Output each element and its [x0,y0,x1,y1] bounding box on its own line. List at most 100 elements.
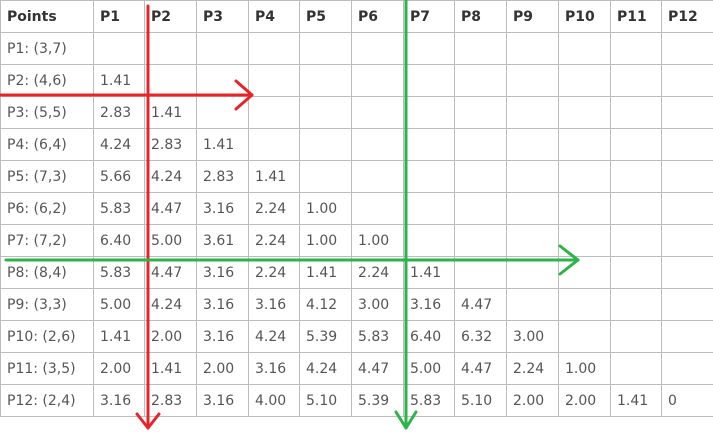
distance-cell: 3.16 [196,384,249,417]
distance-cell: 2.83 [196,160,249,193]
distance-cell [610,256,662,289]
header-p5: P5 [299,0,352,33]
header-p11: P11 [610,0,662,33]
row-label: P7: (7,2) [0,224,94,257]
distance-cell: 3.61 [196,224,249,257]
table-row: P9: (3,3) 5.00 4.24 3.16 3.16 4.12 3.00 3.16 4.4… [0,288,713,321]
header-p6: P6 [351,0,404,33]
distance-cell [661,192,713,225]
distance-cell: 4.47 [454,288,507,321]
table-row: P5: (7,3) 5.66 4.24 2.83 1.41 [0,160,713,193]
row-label: P10: (2,6) [0,320,94,353]
row-label: P8: (8,4) [0,256,94,289]
distance-cell: 4.24 [299,352,352,385]
distance-cell: 2.24 [248,224,300,257]
distance-cell [351,128,404,161]
distance-cell [248,64,300,97]
distance-cell: 2.83 [93,96,145,129]
header-p4: P4 [248,0,300,33]
distance-cell [506,96,559,129]
table-row: P1: (3,7) [0,32,713,65]
distance-cell: 2.00 [506,384,559,417]
distance-cell [558,128,611,161]
distance-cell [299,64,352,97]
row-label: P3: (5,5) [0,96,94,129]
distance-cell [506,160,559,193]
distance-cell [93,32,145,65]
distance-cell [248,32,300,65]
distance-cell: 2.83 [144,384,197,417]
distance-cell: 1.41 [248,160,300,193]
distance-cell [506,128,559,161]
distance-cell [403,96,455,129]
distance-cell: 2.24 [351,256,404,289]
distance-cell: 3.16 [93,384,145,417]
distance-cell: 5.83 [93,192,145,225]
distance-cell [454,224,507,257]
distance-cell [610,128,662,161]
distance-cell: 4.00 [248,384,300,417]
distance-cell: 1.41 [196,128,249,161]
distance-cell: 4.24 [144,288,197,321]
distance-cell [558,64,611,97]
distance-cell [506,288,559,321]
table-row: P12: (2,4) 3.16 2.83 3.16 4.00 5.10 5.39 5.83 5.… [0,384,713,417]
distance-cell: 1.41 [403,256,455,289]
distance-cell: 1.41 [610,384,662,417]
distance-cell: 2.24 [506,352,559,385]
distance-cell [610,192,662,225]
distance-cell [454,96,507,129]
distance-cell: 3.16 [196,256,249,289]
header-p7: P7 [403,0,455,33]
distance-cell: 3.16 [403,288,455,321]
distance-cell: 4.24 [93,128,145,161]
distance-cell [299,160,352,193]
row-label: P5: (7,3) [0,160,94,193]
distance-cell [144,32,197,65]
distance-cell: 2.00 [196,352,249,385]
distance-cell [661,256,713,289]
distance-cell: 4.24 [248,320,300,353]
distance-cell: 2.00 [558,384,611,417]
distance-cell: 1.00 [299,224,352,257]
distance-cell [661,32,713,65]
distance-cell [351,32,404,65]
distance-cell: 5.00 [403,352,455,385]
distance-cell [454,64,507,97]
distance-cell [661,320,713,353]
distance-cell: 3.16 [248,352,300,385]
distance-cell: 4.47 [144,192,197,225]
distance-cell [403,192,455,225]
distance-cell: 5.83 [351,320,404,353]
distance-cell [403,64,455,97]
distance-cell [351,192,404,225]
header-p12: P12 [661,0,713,33]
distance-cell [661,288,713,321]
header-row: Points P1 P2 P3 P4 P5 P6 P7 P8 P9 P10 P11 P12 [0,0,713,33]
distance-cell [558,192,611,225]
distance-cell: 4.47 [351,352,404,385]
distance-cell: 1.41 [93,320,145,353]
distance-cell: 1.00 [558,352,611,385]
distance-cell: 4.12 [299,288,352,321]
distance-cell [661,64,713,97]
distance-cell [299,96,352,129]
row-label: P4: (6,4) [0,128,94,161]
distance-cell [403,128,455,161]
table-row: P11: (3,5) 2.00 1.41 2.00 3.16 4.24 4.47 5.00 4.… [0,352,713,385]
distance-cell [558,32,611,65]
table-row: P8: (8,4) 5.83 4.47 3.16 2.24 1.41 2.24 1.41 [0,256,713,289]
table-row: P2: (4,6) 1.41 [0,64,713,97]
distance-cell [558,256,611,289]
distance-cell [299,128,352,161]
distance-cell [610,224,662,257]
distance-cell [351,96,404,129]
distance-cell [506,64,559,97]
distance-cell [661,224,713,257]
distance-cell: 5.39 [299,320,352,353]
distance-cell [196,64,249,97]
distance-cell [610,96,662,129]
distance-cell [558,288,611,321]
distance-cell: 2.83 [144,128,197,161]
distance-cell [351,64,404,97]
